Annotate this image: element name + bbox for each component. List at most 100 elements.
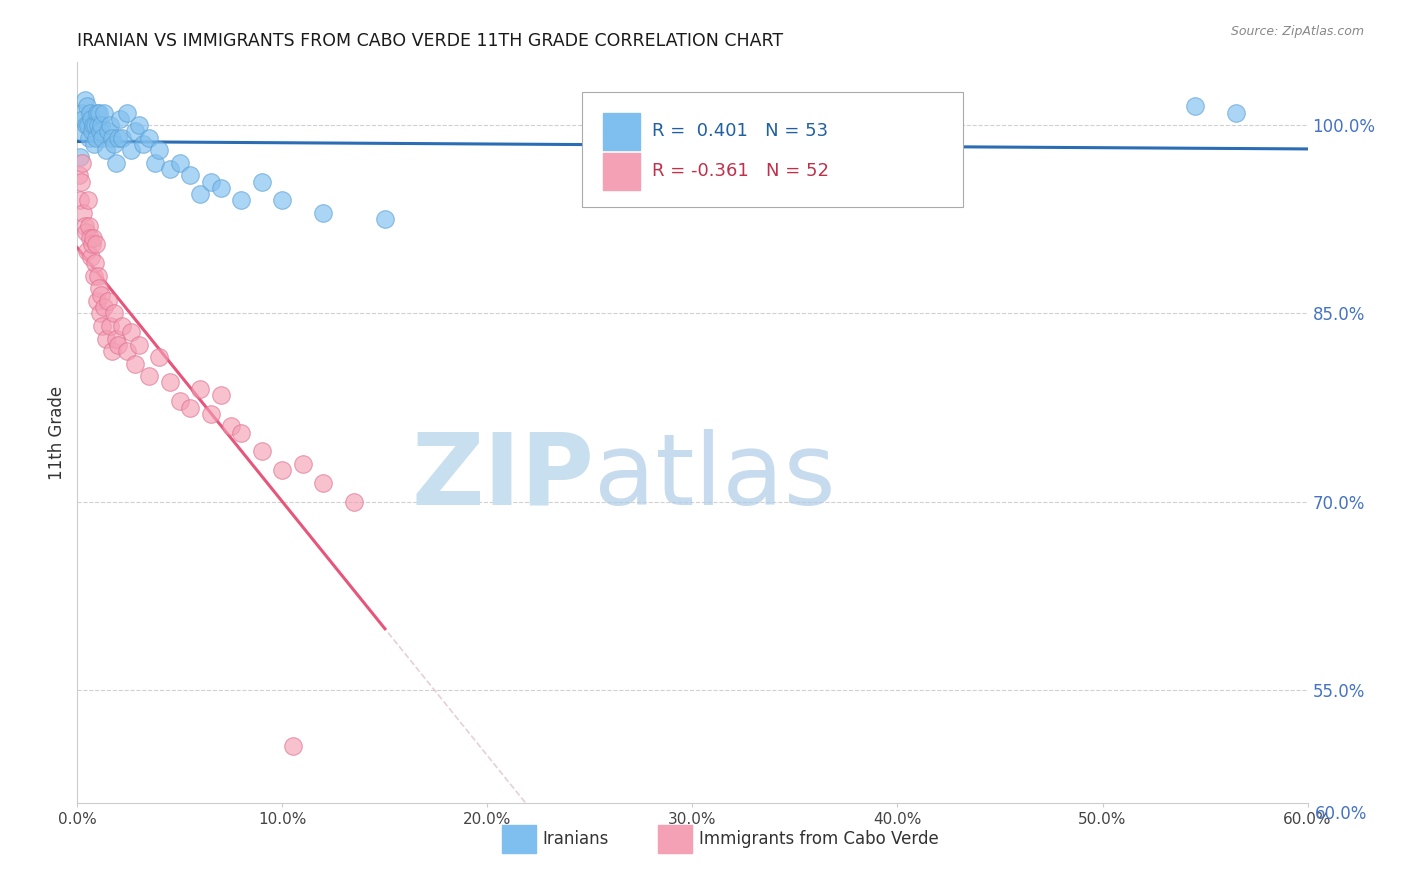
Bar xyxy=(603,112,640,150)
Point xyxy=(312,206,335,220)
Text: 60.0%: 60.0% xyxy=(1315,805,1367,822)
Text: Source: ZipAtlas.com: Source: ZipAtlas.com xyxy=(1230,25,1364,38)
Point xyxy=(69,150,91,164)
Point xyxy=(138,369,160,384)
Point xyxy=(84,237,107,252)
Point xyxy=(67,169,90,183)
Point xyxy=(120,325,142,339)
Point xyxy=(179,169,201,183)
Point xyxy=(143,156,166,170)
Point xyxy=(70,175,93,189)
Point xyxy=(103,136,125,151)
Point xyxy=(80,237,103,252)
Point xyxy=(94,331,117,345)
Point xyxy=(75,118,97,132)
Point xyxy=(209,388,232,402)
Point xyxy=(200,175,222,189)
Point xyxy=(94,143,117,157)
Point xyxy=(89,306,111,320)
Point xyxy=(87,105,110,120)
Point xyxy=(169,394,191,409)
Point xyxy=(84,130,107,145)
Point xyxy=(83,136,105,151)
Y-axis label: 11th Grade: 11th Grade xyxy=(48,385,66,480)
Text: Iranians: Iranians xyxy=(543,830,609,848)
Point xyxy=(90,130,114,145)
Point xyxy=(111,130,134,145)
Point xyxy=(87,118,110,132)
Point xyxy=(87,281,110,295)
Point xyxy=(101,130,124,145)
Point xyxy=(128,118,150,132)
Point xyxy=(79,112,101,126)
Point xyxy=(200,407,222,421)
Point xyxy=(138,130,160,145)
Point xyxy=(90,287,112,301)
Point xyxy=(98,118,121,132)
Point xyxy=(82,118,104,132)
Point xyxy=(148,351,170,365)
Point xyxy=(128,338,150,352)
Point xyxy=(70,124,93,138)
Text: R = -0.361   N = 52: R = -0.361 N = 52 xyxy=(652,162,830,180)
Point xyxy=(115,344,138,359)
Point xyxy=(250,175,273,189)
Point xyxy=(76,194,98,208)
Point xyxy=(124,124,146,138)
Point xyxy=(107,130,129,145)
Point xyxy=(86,105,108,120)
Point xyxy=(72,156,94,170)
Text: IRANIAN VS IMMIGRANTS FROM CABO VERDE 11TH GRADE CORRELATION CHART: IRANIAN VS IMMIGRANTS FROM CABO VERDE 11… xyxy=(77,32,783,50)
Point xyxy=(86,293,108,308)
Point xyxy=(111,318,134,333)
Point xyxy=(103,306,125,320)
Point xyxy=(101,344,124,359)
Point xyxy=(374,212,396,227)
Point xyxy=(72,206,94,220)
Point xyxy=(97,293,120,308)
Point xyxy=(79,105,101,120)
Point xyxy=(124,357,146,371)
Point xyxy=(73,93,96,107)
Bar xyxy=(658,825,693,853)
Point xyxy=(110,112,132,126)
Point xyxy=(76,244,98,258)
Point xyxy=(188,187,212,202)
Point xyxy=(271,194,294,208)
Point xyxy=(79,250,101,264)
Bar xyxy=(502,825,536,853)
Point xyxy=(1225,105,1247,120)
Point xyxy=(281,739,304,754)
FancyBboxPatch shape xyxy=(582,92,963,207)
Point xyxy=(209,181,232,195)
Text: ZIP: ZIP xyxy=(411,428,595,525)
Point xyxy=(159,162,181,177)
Point xyxy=(105,331,128,345)
Point xyxy=(132,136,155,151)
Point xyxy=(188,382,212,396)
Point xyxy=(87,268,110,283)
Point xyxy=(169,156,191,170)
Point xyxy=(1184,99,1206,113)
Point xyxy=(93,300,115,314)
Point xyxy=(75,225,97,239)
Point xyxy=(159,376,181,390)
Point xyxy=(120,143,142,157)
Point xyxy=(179,401,201,415)
Point xyxy=(312,475,335,490)
Point xyxy=(80,124,103,138)
Point xyxy=(105,156,128,170)
Point xyxy=(83,256,105,270)
Point xyxy=(72,105,94,120)
Point xyxy=(76,118,98,132)
Point xyxy=(83,118,105,132)
Point xyxy=(231,194,253,208)
Point xyxy=(343,494,366,508)
Point xyxy=(73,219,96,233)
Point xyxy=(271,463,294,477)
Point xyxy=(90,318,114,333)
Point xyxy=(90,118,112,132)
Point xyxy=(219,419,242,434)
Point xyxy=(231,425,253,440)
Point xyxy=(82,231,104,245)
